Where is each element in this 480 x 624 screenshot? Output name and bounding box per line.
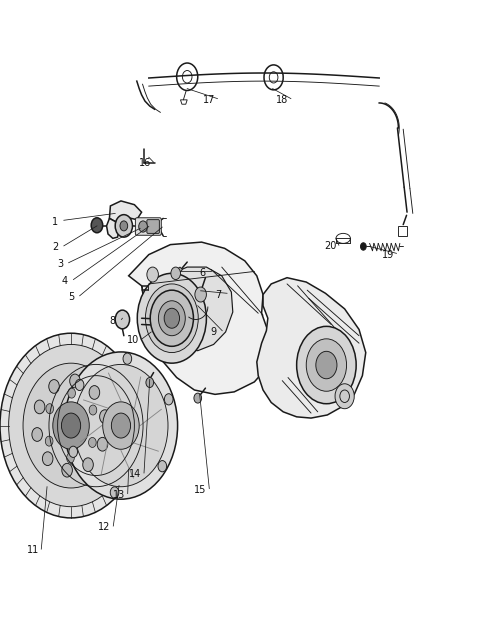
- Circle shape: [46, 404, 54, 414]
- Circle shape: [62, 464, 72, 477]
- Circle shape: [9, 344, 133, 507]
- Text: 8: 8: [110, 316, 116, 326]
- Circle shape: [147, 267, 158, 282]
- Text: 16: 16: [139, 158, 151, 168]
- Polygon shape: [257, 278, 366, 418]
- Circle shape: [316, 351, 337, 379]
- Circle shape: [120, 221, 128, 231]
- Circle shape: [360, 243, 366, 250]
- Text: 5: 5: [68, 292, 74, 302]
- Circle shape: [23, 363, 119, 488]
- Circle shape: [137, 273, 206, 363]
- FancyBboxPatch shape: [147, 220, 159, 233]
- Polygon shape: [174, 267, 182, 276]
- Circle shape: [150, 290, 193, 346]
- Text: 17: 17: [203, 95, 215, 105]
- Circle shape: [35, 400, 45, 414]
- Circle shape: [171, 267, 180, 280]
- Circle shape: [115, 310, 130, 329]
- Text: 2: 2: [52, 242, 59, 252]
- Circle shape: [75, 379, 84, 391]
- Circle shape: [53, 402, 89, 449]
- Circle shape: [164, 308, 180, 328]
- Circle shape: [74, 364, 168, 487]
- Circle shape: [0, 333, 142, 518]
- Text: 3: 3: [57, 259, 63, 269]
- Text: 11: 11: [26, 545, 39, 555]
- Polygon shape: [157, 267, 233, 351]
- FancyBboxPatch shape: [135, 218, 161, 235]
- Circle shape: [100, 410, 110, 424]
- Circle shape: [68, 388, 75, 398]
- Circle shape: [49, 379, 60, 393]
- Circle shape: [45, 436, 53, 446]
- Circle shape: [64, 352, 178, 499]
- Polygon shape: [107, 218, 119, 238]
- Text: 20: 20: [324, 241, 336, 251]
- Text: 4: 4: [62, 276, 68, 286]
- Circle shape: [103, 402, 139, 449]
- Text: 15: 15: [194, 485, 207, 495]
- Circle shape: [123, 353, 132, 364]
- Text: 6: 6: [200, 268, 205, 278]
- Circle shape: [89, 386, 100, 399]
- Circle shape: [115, 215, 132, 237]
- Text: 18: 18: [276, 95, 288, 105]
- Circle shape: [145, 284, 198, 353]
- Circle shape: [88, 437, 96, 447]
- Text: 12: 12: [98, 522, 111, 532]
- Circle shape: [69, 446, 78, 457]
- Circle shape: [306, 339, 347, 391]
- Text: 1: 1: [52, 217, 58, 227]
- Circle shape: [139, 221, 147, 232]
- Circle shape: [195, 287, 206, 302]
- Circle shape: [32, 427, 42, 441]
- Circle shape: [111, 413, 131, 438]
- Circle shape: [89, 405, 97, 415]
- Polygon shape: [129, 242, 271, 394]
- Circle shape: [67, 453, 74, 463]
- Circle shape: [164, 394, 173, 405]
- Text: 10: 10: [127, 335, 140, 345]
- Text: 7: 7: [215, 290, 222, 300]
- Circle shape: [146, 378, 154, 388]
- Circle shape: [335, 384, 354, 409]
- Circle shape: [97, 437, 108, 451]
- Circle shape: [158, 461, 167, 472]
- Circle shape: [158, 301, 185, 336]
- Text: 13: 13: [113, 490, 125, 500]
- Circle shape: [91, 218, 103, 233]
- Polygon shape: [109, 201, 142, 222]
- Text: 14: 14: [129, 469, 142, 479]
- Text: 9: 9: [211, 327, 216, 337]
- Circle shape: [83, 458, 93, 472]
- Circle shape: [70, 374, 80, 388]
- Circle shape: [42, 452, 53, 466]
- Circle shape: [110, 487, 119, 498]
- Text: 19: 19: [382, 250, 394, 260]
- Circle shape: [194, 393, 202, 403]
- Circle shape: [61, 413, 81, 438]
- Circle shape: [297, 326, 356, 404]
